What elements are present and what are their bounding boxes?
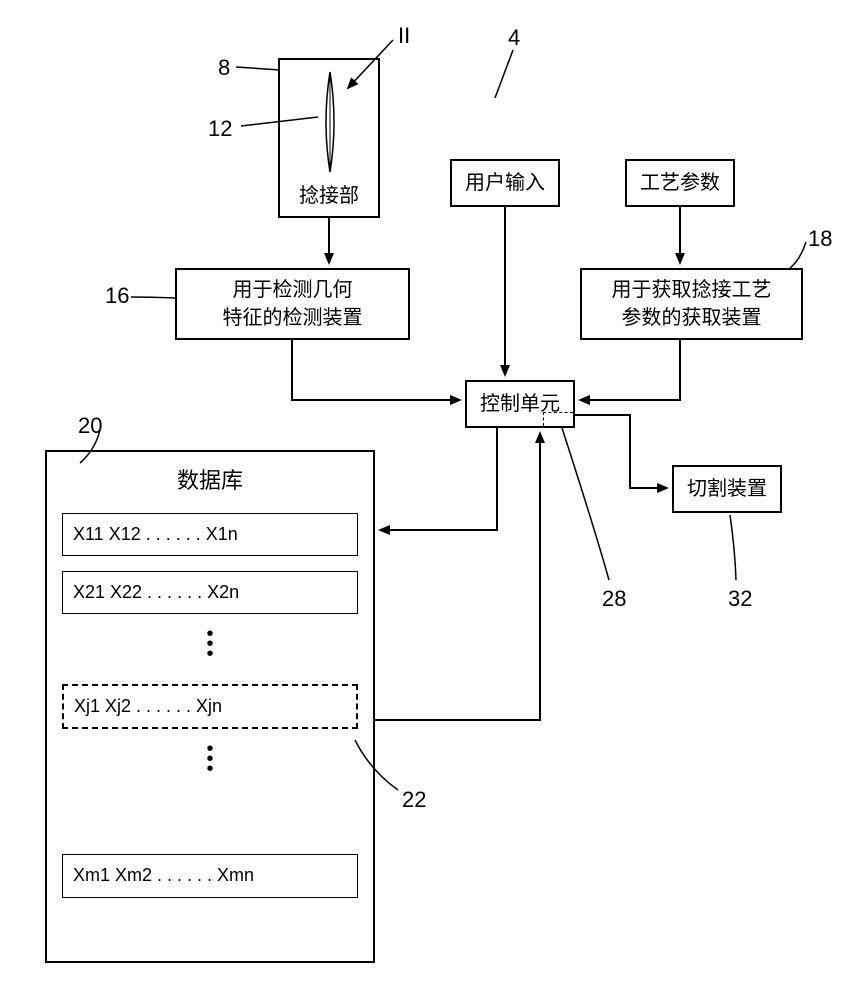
database-title: 数据库 [47,452,373,513]
label-ii: II [398,23,410,49]
db-row-j: Xj1 Xj2 . . . . . . Xjn [62,684,358,729]
label-28: 28 [602,586,626,612]
db-row-m: Xm1 Xm2 . . . . . . Xmn [62,854,358,897]
control-unit-detail [543,412,573,426]
detect-device-box: 用于检测几何 特征的检测装置 [175,268,410,340]
cutting-device-box: 切割装置 [672,465,782,513]
label-4: 4 [508,25,520,51]
process-params-box: 工艺参数 [625,159,735,207]
db-row-2: X21 X22 . . . . . . X2n [62,571,358,614]
db-row-1: X11 X12 . . . . . . X1n [62,513,358,556]
splice-box: 捻接部 [278,58,380,218]
lens-icon [280,60,380,185]
splice-caption: 捻接部 [299,182,359,216]
label-18: 18 [808,226,832,252]
label-16: 16 [105,283,129,309]
label-22: 22 [402,787,426,813]
database-box: 数据库 X11 X12 . . . . . . X1n X21 X22 . . … [45,450,375,963]
label-20: 20 [78,413,102,439]
label-8: 8 [218,55,230,81]
label-12: 12 [208,116,232,142]
vdots-1: ••• [47,629,373,659]
vdots-2: ••• [47,744,373,774]
label-32: 32 [728,586,752,612]
acquire-device-box: 用于获取捻接工艺 参数的获取装置 [580,268,803,340]
user-input-box: 用户输入 [450,159,560,207]
